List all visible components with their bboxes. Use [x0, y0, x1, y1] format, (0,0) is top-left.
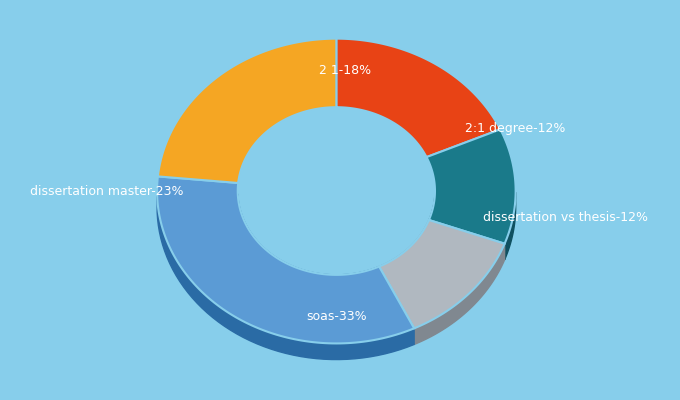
- Polygon shape: [414, 244, 505, 344]
- Polygon shape: [158, 39, 337, 183]
- Text: dissertation master-23%: dissertation master-23%: [31, 184, 184, 198]
- Polygon shape: [337, 39, 500, 157]
- Polygon shape: [157, 196, 414, 360]
- Polygon shape: [157, 176, 414, 344]
- Polygon shape: [379, 220, 505, 328]
- Polygon shape: [429, 192, 435, 236]
- Text: 2:1 degree-12%: 2:1 degree-12%: [465, 122, 566, 135]
- Text: soas-33%: soas-33%: [306, 310, 367, 323]
- Polygon shape: [379, 220, 429, 283]
- Polygon shape: [505, 192, 515, 260]
- Polygon shape: [426, 129, 515, 244]
- Text: 2 1-18%: 2 1-18%: [319, 64, 371, 78]
- Polygon shape: [238, 194, 379, 291]
- Text: dissertation vs thesis-12%: dissertation vs thesis-12%: [483, 212, 648, 224]
